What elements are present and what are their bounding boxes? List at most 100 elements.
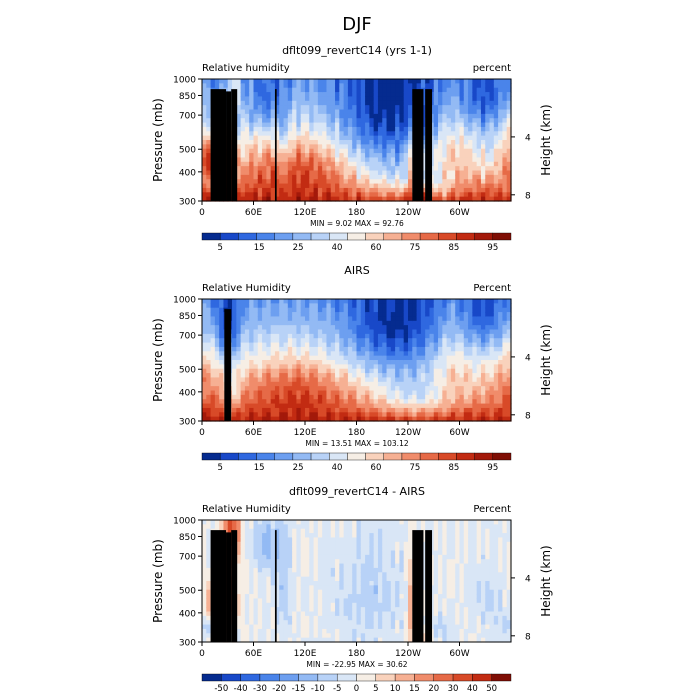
field-cell: [480, 118, 486, 124]
field-cell: [347, 364, 353, 370]
field-cell: [403, 131, 409, 137]
field-cell: [240, 105, 246, 111]
field-cell: [373, 170, 379, 176]
field-cell: [455, 351, 461, 357]
field-cell: [386, 187, 392, 193]
field-cell: [300, 611, 306, 617]
field-cell: [330, 386, 336, 392]
field-cell: [365, 87, 370, 93]
field-cell: [489, 342, 495, 348]
field-cell: [322, 412, 328, 418]
field-cell: [210, 524, 216, 530]
field-cell: [287, 394, 293, 400]
field-cell: [262, 109, 267, 115]
field-cell: [459, 368, 465, 374]
field-cell: [390, 92, 396, 98]
field-cell: [240, 320, 246, 326]
field-cell: [279, 615, 285, 621]
field-cell: [202, 192, 207, 198]
field-cell: [296, 329, 302, 335]
field-cell: [390, 360, 396, 365]
field-cell: [227, 83, 233, 89]
field-cell: [292, 412, 298, 418]
field-cell: [498, 381, 504, 387]
field-cell: [442, 377, 448, 383]
field-cell: [480, 403, 486, 409]
field-cell: [313, 572, 319, 578]
field-cell: [317, 196, 323, 202]
field-cell: [335, 346, 340, 352]
field-cell: [270, 528, 276, 534]
field-cell: [326, 368, 332, 374]
field-cell: [382, 329, 388, 335]
field-cell: [386, 135, 392, 141]
field-cell: [485, 381, 491, 387]
field-cell: [455, 148, 461, 154]
field-cell: [420, 381, 426, 387]
field-cell: [420, 325, 426, 331]
field-cell: [442, 79, 448, 84]
field-cell: [244, 594, 250, 600]
field-cell: [455, 333, 461, 339]
field-cell: [382, 394, 388, 400]
field-cell: [339, 329, 345, 335]
field-cell: [262, 329, 267, 335]
field-cell: [270, 373, 276, 379]
field-cell: [257, 628, 263, 634]
field-cell: [360, 342, 366, 348]
field-cell: [257, 598, 263, 604]
field-cell: [317, 390, 323, 396]
field-cell: [322, 607, 328, 613]
field-cell: [279, 399, 285, 405]
field-cell: [240, 307, 246, 313]
field-cell: [305, 153, 310, 159]
field-cell: [305, 140, 310, 145]
field-cell: [322, 174, 328, 180]
field-cell: [498, 333, 504, 339]
field-cell: [442, 299, 448, 304]
field-cell: [377, 325, 383, 331]
field-cell: [472, 320, 478, 326]
field-cell: [317, 118, 323, 124]
field-cell: [390, 183, 396, 189]
field-cell: [309, 346, 315, 352]
field-cell: [446, 338, 452, 344]
field-cell: [463, 131, 469, 137]
field-cell: [450, 135, 456, 141]
field-cell: [386, 360, 392, 365]
field-cell: [322, 87, 328, 93]
field-cell: [279, 329, 285, 335]
field-cell: [206, 594, 212, 600]
field-cell: [352, 325, 358, 331]
field-cell: [480, 144, 486, 150]
field-cell: [468, 407, 473, 413]
field-cell: [253, 83, 259, 89]
field-cell: [502, 360, 508, 365]
field-cell: [330, 390, 336, 396]
variable-label: Relative Humidity: [202, 283, 291, 294]
field-cell: [339, 368, 345, 374]
field-cell: [292, 524, 298, 530]
field-cell: [270, 390, 276, 396]
field-cell: [386, 87, 392, 93]
field-cell: [390, 368, 396, 374]
field-cell: [442, 131, 448, 137]
field-cell: [343, 105, 349, 111]
field-cell: [270, 118, 276, 124]
field-cell: [476, 157, 482, 163]
field-cell: [266, 355, 272, 361]
field-cell: [266, 537, 272, 543]
field-cell: [450, 100, 456, 106]
field-cell: [476, 153, 482, 159]
field-cell: [489, 148, 495, 154]
field-cell: [305, 386, 310, 392]
field-cell: [279, 126, 285, 132]
field-cell: [485, 299, 491, 304]
field-cell: [300, 338, 306, 344]
field-cell: [352, 307, 358, 313]
x-tick-label: 60E: [245, 428, 262, 438]
field-cell: [296, 187, 302, 193]
field-cell: [262, 412, 267, 418]
field-cell: [468, 312, 473, 318]
field-cell: [305, 325, 310, 331]
